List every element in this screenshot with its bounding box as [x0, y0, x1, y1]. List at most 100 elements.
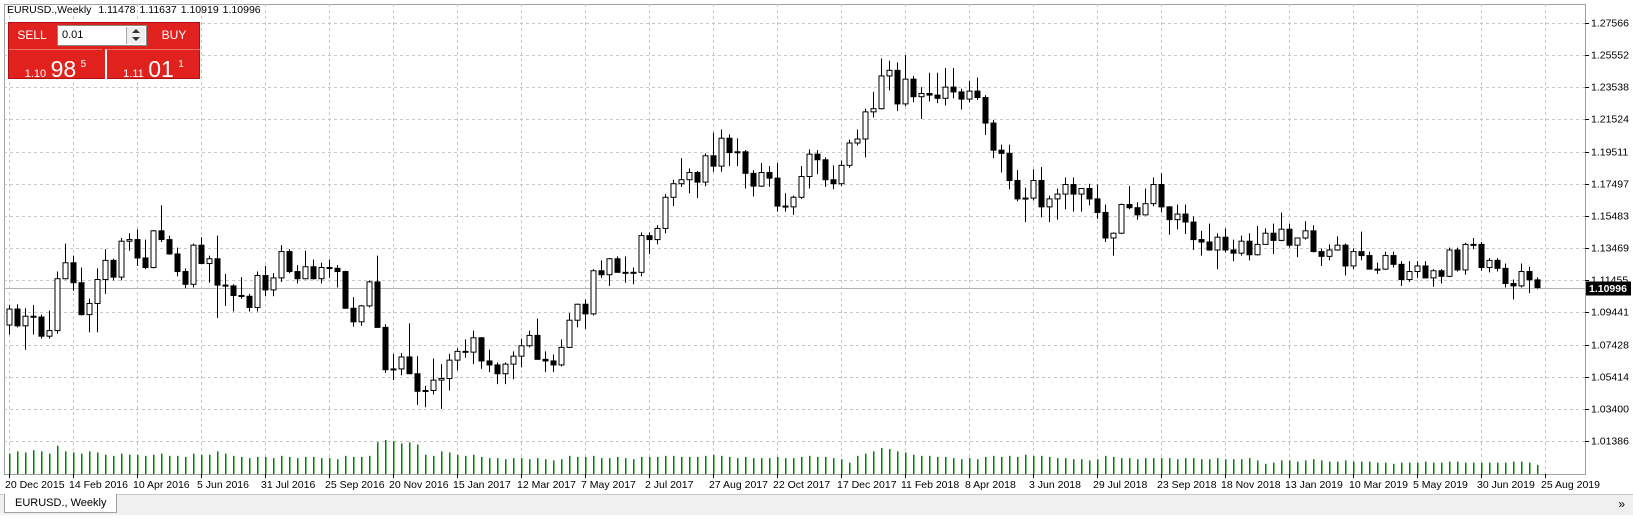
- candle-body: [686, 172, 693, 181]
- volume-bar: [73, 452, 75, 474]
- last-open: 1.11478: [98, 4, 136, 16]
- candle-body: [1366, 255, 1373, 270]
- candle-body: [1406, 271, 1413, 281]
- candle-body: [1126, 203, 1133, 209]
- volume-bar: [1113, 457, 1115, 474]
- candle-body: [86, 302, 93, 316]
- volume-bar: [409, 442, 411, 474]
- x-tick-label: 25 Sep 2016: [325, 479, 385, 491]
- volume-bar: [689, 457, 691, 474]
- volume-bar: [745, 457, 747, 474]
- sell-price-fraction: 5: [80, 59, 87, 70]
- volume-bar: [985, 457, 987, 474]
- candle-body: [822, 159, 829, 181]
- volume-bar: [881, 447, 883, 474]
- chart-tab[interactable]: EURUSD., Weekly: [4, 494, 118, 513]
- candle-body: [990, 122, 997, 151]
- volume-bar: [1105, 455, 1107, 474]
- x-tick-label: 2 Jul 2017: [645, 479, 694, 491]
- volume-bar: [473, 454, 475, 474]
- volume-bar: [113, 455, 115, 474]
- volume-bar: [601, 458, 603, 474]
- volume-bar: [25, 452, 27, 474]
- y-tick-label: 1.01386: [1591, 435, 1629, 447]
- volume-bar: [537, 458, 539, 474]
- volume-bar: [1529, 462, 1531, 474]
- buy-price-big-figure: 1.11: [123, 68, 144, 80]
- candle-body: [1222, 236, 1229, 251]
- x-tick-label: 10 Apr 2016: [133, 479, 190, 491]
- volume-bar: [305, 457, 307, 474]
- candle-body: [390, 368, 397, 371]
- buy-button[interactable]: BUY: [161, 28, 187, 42]
- volume-bar: [329, 458, 331, 474]
- volume-bar: [1393, 463, 1395, 474]
- tab-bar: EURUSD., Weekly »: [0, 494, 1633, 515]
- lot-input[interactable]: 0.01: [57, 25, 147, 46]
- more-tabs[interactable]: »: [1618, 497, 1625, 511]
- volume-bar: [585, 457, 587, 474]
- candle-body: [182, 271, 189, 285]
- volume-bar: [785, 458, 787, 474]
- volume-bar: [1537, 464, 1539, 474]
- volume-bar: [1337, 461, 1339, 474]
- volume-bar: [1441, 462, 1443, 474]
- volume-bar: [633, 459, 635, 474]
- volume-bar: [521, 458, 523, 474]
- candle-body: [1038, 180, 1045, 208]
- volume-bar: [1145, 458, 1147, 474]
- volume-bar: [401, 443, 403, 474]
- candle-body: [1166, 206, 1173, 221]
- candle-body: [918, 93, 925, 98]
- volume-bar: [513, 458, 515, 474]
- volume-bar: [817, 457, 819, 474]
- volume-bar: [1041, 455, 1043, 474]
- volume-bar: [449, 452, 451, 474]
- sell-price-pips: 98: [50, 56, 77, 82]
- buy-price[interactable]: 1.11 01 1: [105, 49, 200, 82]
- candle-body: [806, 153, 813, 178]
- volume-bar: [649, 457, 651, 474]
- candle-body: [1158, 184, 1165, 208]
- volume-bar: [441, 451, 443, 474]
- candle-body: [286, 251, 293, 273]
- volume-bar: [201, 454, 203, 474]
- x-tick-label: 14 Feb 2016: [69, 479, 128, 491]
- candle-body: [1046, 198, 1053, 208]
- candle-body: [710, 155, 717, 167]
- volume-bar: [1473, 462, 1475, 474]
- candle-body: [1014, 180, 1021, 200]
- candle-body: [118, 240, 125, 278]
- candle-body: [1326, 249, 1333, 257]
- candle-body: [1190, 221, 1197, 241]
- sell-button[interactable]: SELL: [17, 28, 47, 42]
- x-tick-label: 31 Jul 2016: [261, 479, 315, 491]
- candle-body: [326, 267, 333, 270]
- lot-spinner[interactable]: [126, 27, 145, 44]
- volume-bar: [897, 451, 899, 474]
- candle-body: [542, 358, 549, 362]
- candle-body: [1302, 230, 1309, 239]
- volume-bar: [1481, 462, 1483, 474]
- candle-body: [462, 350, 469, 353]
- candle-body: [1054, 193, 1061, 200]
- candle-body: [1438, 270, 1445, 277]
- volume-bar: [137, 454, 139, 474]
- candle-body: [958, 91, 965, 100]
- candle-body: [1070, 184, 1077, 195]
- volume-bar: [377, 442, 379, 474]
- sell-price[interactable]: 1.10 98 5: [9, 49, 102, 82]
- candle-body: [534, 334, 541, 360]
- candle-body: [1526, 271, 1533, 281]
- candle-body: [758, 172, 765, 187]
- candle-body: [246, 295, 253, 308]
- volume-bar: [265, 457, 267, 474]
- candle-body: [654, 227, 661, 241]
- candle-body: [334, 267, 341, 273]
- volume-bar: [1217, 458, 1219, 474]
- candle-body: [230, 285, 237, 296]
- volume-bar: [65, 451, 67, 474]
- candle-body: [734, 151, 741, 154]
- volume-bar: [177, 455, 179, 474]
